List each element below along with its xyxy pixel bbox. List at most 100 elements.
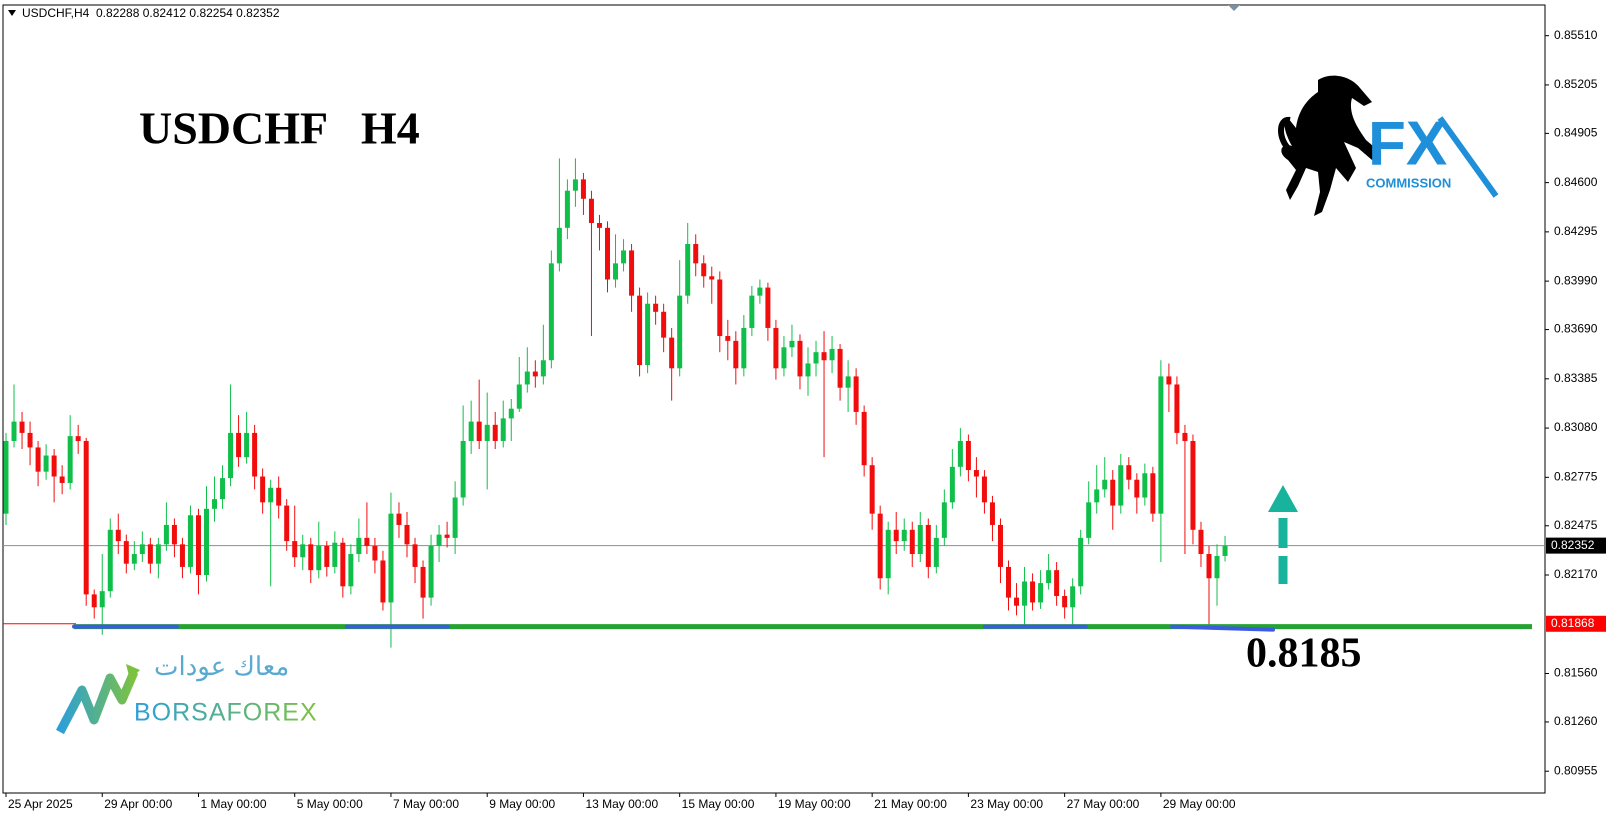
price-label-box	[1546, 537, 1606, 554]
candle-body	[861, 411, 867, 466]
candle-body	[516, 384, 522, 409]
candle-body	[653, 303, 659, 312]
candle-body	[388, 513, 394, 603]
candle-body	[813, 352, 819, 364]
candle-body	[204, 508, 209, 576]
candle-body	[1030, 581, 1036, 603]
candle-body	[548, 263, 554, 361]
candle-body	[380, 560, 386, 603]
logo-mark: FX	[1368, 109, 1447, 178]
candle-body	[1110, 479, 1116, 506]
candle-body	[893, 529, 899, 542]
candle-body	[877, 513, 883, 579]
candle-body	[67, 436, 73, 483]
support-touch	[1170, 624, 1275, 632]
candle-body	[524, 371, 530, 385]
candle-body	[91, 594, 97, 608]
candle-body	[228, 432, 234, 479]
logo-slash	[1437, 116, 1499, 198]
candle-body	[404, 524, 410, 545]
x-tick-label: 21 May 00:00	[874, 797, 947, 811]
y-tick-label: 0.81260	[1554, 714, 1598, 728]
candle-body	[805, 363, 811, 377]
candle-body	[1062, 596, 1068, 608]
candle-body	[1046, 570, 1052, 584]
candle-body	[845, 376, 851, 388]
candle-body	[1086, 502, 1092, 538]
x-tick-label: 29 Apr 00:00	[104, 797, 172, 811]
y-tick-label: 0.83690	[1554, 322, 1598, 336]
candle-body	[869, 465, 875, 514]
candle-body	[260, 476, 266, 503]
candle-body	[596, 222, 602, 228]
candle-body	[131, 554, 137, 564]
candle-body	[83, 440, 89, 595]
candle-body	[1174, 384, 1180, 433]
candle-body	[428, 545, 434, 598]
candle-body	[853, 376, 859, 412]
candle-body	[580, 179, 586, 199]
candle-body	[1166, 376, 1172, 385]
candle-body	[316, 545, 322, 571]
candle-body	[989, 502, 995, 525]
candle-body	[1022, 581, 1028, 606]
candle-body	[1054, 570, 1060, 596]
candle-body	[588, 198, 594, 223]
y-tick-label: 0.83385	[1554, 371, 1598, 385]
y-tick-label: 0.83990	[1554, 273, 1598, 287]
candle-body	[781, 347, 787, 369]
candle-body	[1078, 537, 1084, 587]
candle-body	[645, 303, 651, 366]
candle-body	[717, 279, 723, 337]
candle-body	[348, 554, 354, 587]
candle-body	[452, 497, 458, 538]
candle-body	[701, 263, 707, 277]
candle-body	[605, 227, 610, 280]
candle-body	[540, 360, 546, 377]
y-tick-label: 0.82475	[1554, 518, 1598, 532]
price-label: 0.82352	[1551, 538, 1595, 552]
x-tick-label: 5 May 00:00	[297, 797, 363, 811]
candle-body	[356, 537, 362, 555]
candle-body	[917, 524, 923, 555]
candle-body	[268, 487, 274, 503]
candle-body	[195, 515, 201, 576]
logo-arabic: معاك عودات	[154, 651, 289, 682]
candle-body	[1190, 440, 1196, 530]
candle-body	[661, 311, 667, 338]
candle-body	[284, 505, 290, 542]
candle-body	[564, 190, 570, 228]
y-tick-label: 0.84905	[1554, 126, 1598, 140]
x-tick-label: 7 May 00:00	[393, 797, 459, 811]
candle-body	[637, 295, 643, 366]
candle-body	[107, 529, 113, 592]
candle-body	[364, 537, 370, 546]
candle-body	[19, 421, 25, 433]
price-label-box	[1546, 615, 1606, 632]
candle-body	[773, 327, 779, 369]
price-label: 0.81868	[1551, 616, 1595, 630]
candle-body	[252, 432, 258, 477]
candle-body	[99, 591, 105, 608]
candle-body	[412, 544, 418, 567]
up-arrow-head	[1268, 485, 1298, 512]
candle-body	[965, 440, 971, 471]
candle-body	[59, 476, 65, 483]
candle-body	[901, 529, 907, 542]
candle-body	[1134, 479, 1140, 498]
x-tick-label: 29 May 00:00	[1163, 797, 1236, 811]
support-label: 0.8185	[1246, 631, 1362, 677]
candle-body	[957, 440, 963, 467]
candle-body	[693, 243, 699, 264]
candle-body	[300, 544, 306, 558]
logo-icon	[56, 670, 139, 735]
x-tick-label: 15 May 00:00	[682, 797, 755, 811]
candle-body	[420, 566, 426, 598]
candle-body	[997, 524, 1003, 567]
candle-body	[372, 545, 378, 561]
candle-body	[1158, 376, 1164, 514]
candle-body	[27, 432, 33, 448]
candle-body	[1006, 566, 1011, 598]
